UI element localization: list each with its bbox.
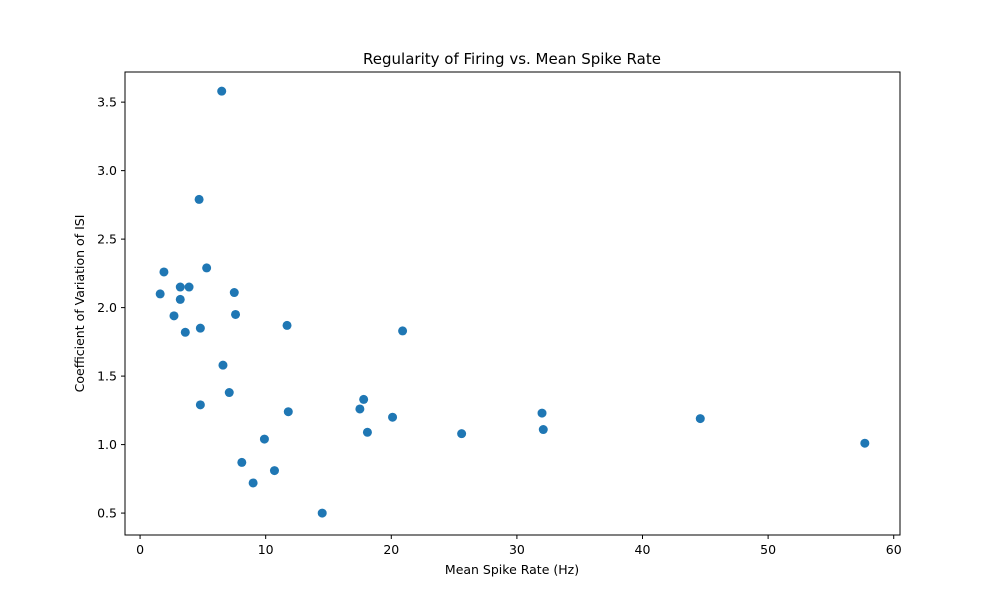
- data-point: [175, 294, 185, 304]
- plot-area-frame: [124, 71, 901, 536]
- x-tick-label: 20: [383, 542, 399, 557]
- y-tick-label: 3.5: [97, 95, 117, 110]
- x-tick-label: 50: [760, 542, 776, 557]
- data-point: [195, 323, 205, 333]
- data-point: [195, 400, 205, 410]
- data-point: [282, 320, 292, 330]
- data-point: [224, 388, 234, 398]
- y-axis-label: Coefficient of Variation of ISI: [72, 215, 87, 393]
- chart-title: Regularity of Firing vs. Mean Spike Rate: [363, 50, 661, 68]
- y-tick-label: 0.5: [97, 506, 117, 521]
- data-point: [175, 282, 185, 292]
- data-point: [860, 438, 870, 448]
- data-point: [237, 457, 247, 467]
- data-point: [695, 414, 705, 424]
- y-axis: 0.5 1.0 1.5 2.0 2.5 3.0 3.5: [97, 95, 125, 521]
- x-axis-label: Mean Spike Rate (Hz): [445, 562, 579, 577]
- data-point: [159, 267, 169, 277]
- data-point: [359, 394, 369, 404]
- data-point: [398, 326, 408, 336]
- y-tick-label: 1.5: [97, 369, 117, 384]
- data-point: [229, 288, 239, 298]
- data-point: [388, 412, 398, 422]
- data-point: [155, 289, 165, 299]
- data-point: [457, 429, 467, 439]
- data-point: [217, 86, 227, 96]
- data-point: [269, 466, 279, 476]
- data-point: [169, 311, 179, 321]
- data-points: [155, 86, 870, 518]
- data-point: [202, 263, 212, 273]
- y-tick-label: 2.0: [97, 300, 117, 315]
- data-point: [362, 427, 372, 437]
- data-point: [180, 327, 190, 337]
- data-point: [283, 407, 293, 417]
- data-point: [317, 508, 327, 518]
- x-tick-label: 60: [886, 542, 902, 557]
- x-tick-label: 10: [258, 542, 274, 557]
- x-tick-label: 40: [635, 542, 651, 557]
- y-tick-label: 1.0: [97, 437, 117, 452]
- x-tick-label: 30: [509, 542, 525, 557]
- data-point: [259, 434, 269, 444]
- y-tick-label: 3.0: [97, 163, 117, 178]
- x-axis: 0 10 20 30 40 50 60: [136, 535, 902, 557]
- data-point: [248, 478, 258, 488]
- data-point: [231, 309, 241, 319]
- data-point: [355, 404, 365, 414]
- data-point: [184, 282, 194, 292]
- data-point: [537, 408, 547, 418]
- y-tick-label: 2.5: [97, 232, 117, 247]
- data-point: [538, 425, 548, 435]
- x-tick-label: 0: [136, 542, 144, 557]
- data-point: [218, 360, 228, 370]
- data-point: [194, 194, 204, 204]
